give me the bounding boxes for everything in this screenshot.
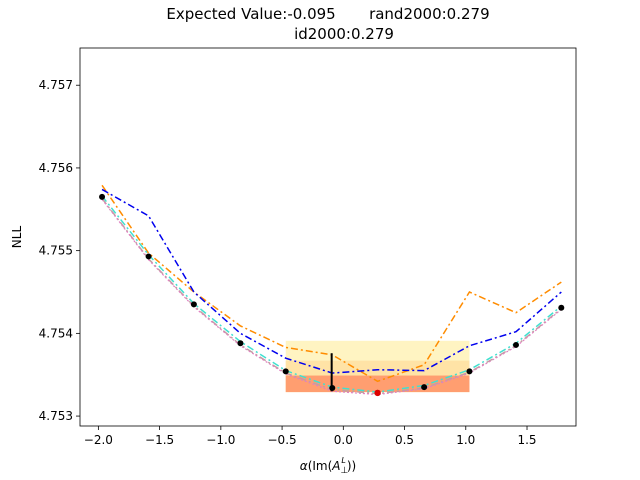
x-tick-label: 1.0: [456, 433, 475, 447]
y-tick-label: 4.757: [39, 78, 73, 92]
x-tick-label: 0.0: [334, 433, 353, 447]
data-point: [421, 384, 428, 391]
data-point: [466, 368, 473, 375]
y-tick-label: 4.756: [39, 161, 73, 175]
x-axis-label: α(Im(A⊥L)): [300, 456, 356, 476]
markers: [99, 193, 565, 397]
x-axis-label-alpha: α: [300, 459, 308, 473]
chart-title-line-2: id2000:0.279: [294, 25, 394, 43]
plot-frame: [79, 47, 577, 427]
x-tick-label: −1.0: [206, 433, 235, 447]
x-tick-label: 0.5: [395, 433, 414, 447]
x-tick-label: −2.0: [84, 433, 113, 447]
x-axis: −2.0 −1.5 −1.0 −0.5 0.0 0.5 1.0 1.5: [84, 426, 537, 447]
x-axis-label-close: )): [347, 459, 356, 473]
data-point: [282, 368, 289, 375]
x-tick-label: 1.5: [517, 433, 536, 447]
data-point: [190, 301, 197, 308]
optimum-point: [374, 389, 381, 397]
y-tick-label: 4.755: [39, 244, 73, 258]
data-point: [99, 193, 106, 200]
x-axis-label-sub: ⊥: [341, 466, 349, 476]
y-tick-label: 4.754: [39, 326, 73, 340]
y-tick-label: 4.753: [39, 409, 73, 423]
x-tick-label: −0.5: [268, 433, 297, 447]
x-axis-label-a: A: [331, 459, 340, 473]
x-axis-label-sup: L: [341, 456, 345, 465]
y-axis-label: NLL: [10, 226, 24, 249]
x-tick-label: −1.5: [145, 433, 174, 447]
data-point: [329, 384, 336, 391]
x-axis-label-open: (Im(: [308, 459, 333, 473]
chart-title-line-1: Expected Value:-0.095 rand2000:0.279: [166, 5, 489, 23]
data-point: [512, 341, 519, 348]
y-axis: 4.753 4.754 4.755 4.756 4.757: [39, 78, 80, 423]
data-point: [145, 253, 152, 260]
data-point: [558, 304, 565, 311]
data-point: [237, 340, 244, 347]
